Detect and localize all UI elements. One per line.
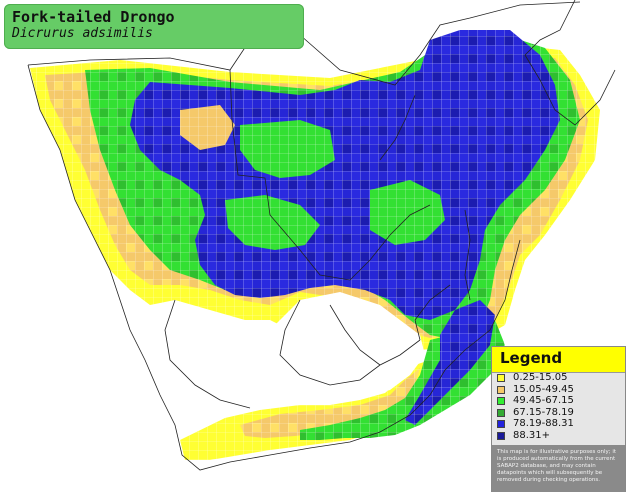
legend-item: 49.45-67.15 — [492, 395, 627, 408]
legend-item-label: 67.15-78.19 — [513, 406, 574, 418]
legend-swatch — [497, 374, 505, 382]
legend-swatch — [497, 431, 505, 440]
borders — [27, 0, 616, 471]
legend-swatch — [497, 408, 505, 417]
legend-item: 15.05-49.45 — [492, 383, 627, 397]
legend-title: Legend — [500, 349, 563, 367]
legend-disclaimer: This map is for illustrative purposes on… — [492, 445, 625, 492]
legend-swatch — [497, 397, 505, 405]
legend-swatch — [497, 420, 505, 428]
legend-item: 0.25-15.05 — [492, 372, 627, 385]
legend-swatch — [497, 385, 505, 394]
legend-item: 78.19-88.31 — [492, 418, 627, 431]
species-scientific-name: Dicrurus adsimilis — [12, 26, 153, 41]
legend-item: 88.31+ — [492, 429, 627, 443]
legend-item-label: 15.05-49.45 — [513, 383, 574, 395]
legend-item-label: 0.25-15.05 — [513, 372, 568, 383]
legend-item-label: 49.45-67.15 — [513, 395, 574, 406]
species-common-name: Fork-tailed Drongo — [12, 8, 175, 26]
legend-header: Legend — [492, 347, 625, 373]
legend-item-label: 78.19-88.31 — [513, 418, 574, 429]
species-title-box: Fork-tailed Drongo Dicrurus adsimilis — [4, 4, 304, 49]
legend-panel: Legend 0.25-15.05 15.05-49.45 49.45-67.1… — [491, 346, 626, 492]
legend-item-label: 88.31+ — [513, 429, 551, 441]
legend-list: 0.25-15.05 15.05-49.45 49.45-67.15 67.15… — [492, 372, 627, 443]
legend-item: 67.15-78.19 — [492, 406, 627, 420]
